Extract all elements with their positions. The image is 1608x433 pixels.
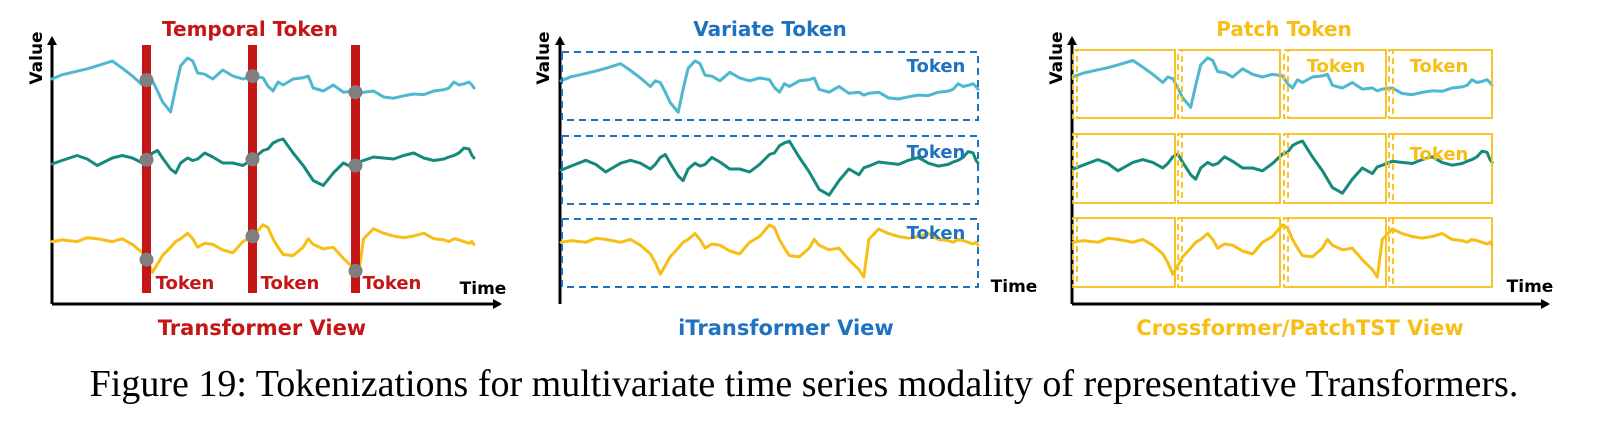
patch-token-box <box>1072 49 1176 119</box>
patch-token-box <box>1287 217 1387 288</box>
token-label: Token <box>907 223 966 244</box>
patch-token-box <box>1392 217 1493 288</box>
green-series-line <box>50 137 476 187</box>
patch-token-box <box>1076 217 1176 288</box>
figure-caption: Figure 19: Tokenizations for multivariat… <box>89 363 1519 405</box>
token-label: Token <box>1410 56 1469 77</box>
patch-token-box <box>1076 49 1176 119</box>
patch-token-box <box>1388 133 1493 204</box>
yellow-series-line <box>1071 223 1494 279</box>
token-label: Token <box>156 273 215 294</box>
transformer-view-panel: Temporal Token Value Time Token Token To… <box>27 17 506 340</box>
patch-token-box <box>1287 133 1387 204</box>
patch-token-box <box>1287 49 1387 119</box>
green-series-line <box>559 139 980 197</box>
token-label: Token <box>261 273 320 294</box>
patch-token-box <box>1072 133 1176 204</box>
patch-token-box <box>1181 217 1281 288</box>
patch-token-box <box>1283 217 1387 288</box>
green-series-line <box>1071 139 1494 195</box>
variate-token-box <box>561 218 979 288</box>
patch-token-title: Patch Token <box>1216 17 1352 41</box>
temporal-token-bar <box>142 45 151 293</box>
patch-token-box <box>1181 49 1281 119</box>
patch-token-box <box>1076 133 1176 204</box>
blue-series-line <box>50 56 476 114</box>
series-lines <box>50 56 476 277</box>
token-label: Token <box>1410 144 1469 165</box>
blue-series-line <box>1071 56 1494 109</box>
patch-token-grid <box>1072 49 1493 288</box>
time-axis-label: Time <box>991 277 1038 297</box>
crossformer-view-panel: Patch Token Value Token Token Token Time… <box>1047 17 1553 340</box>
token-marker <box>348 158 363 173</box>
patch-token-box <box>1388 217 1493 288</box>
token-marker <box>245 69 260 84</box>
series-lines <box>559 59 980 279</box>
token-label: Token <box>363 273 422 294</box>
patch-token-box <box>1392 49 1493 119</box>
variate-token-box <box>561 135 979 205</box>
temporal-token-bar <box>248 45 257 293</box>
token-marker <box>139 252 154 267</box>
patch-token-box <box>1181 133 1281 204</box>
time-axis-label: Time <box>1507 277 1554 297</box>
patch-token-box <box>1388 49 1493 119</box>
transformer-view-title: Transformer View <box>158 316 366 340</box>
value-axis-label: Value <box>534 31 554 84</box>
token-marker <box>348 263 363 278</box>
patch-token-box <box>1283 133 1387 204</box>
patch-token-box <box>1177 49 1281 119</box>
patch-token-box <box>1177 217 1281 288</box>
yellow-series-line <box>50 223 476 277</box>
token-marker <box>139 73 154 88</box>
value-axis-label: Value <box>27 31 47 84</box>
variate-token-box <box>561 51 979 121</box>
temporal-token-title: Temporal Token <box>162 17 338 41</box>
patch-token-box <box>1177 133 1281 204</box>
token-marker <box>348 85 363 100</box>
value-axis-label: Value <box>1047 31 1067 84</box>
series-lines <box>1071 56 1494 279</box>
patch-token-box <box>1072 217 1176 288</box>
token-marker <box>245 229 260 244</box>
token-markers <box>139 69 363 278</box>
itransformer-view-title: iTransformer View <box>678 316 894 340</box>
variate-token-title: Variate Token <box>693 17 846 41</box>
yellow-series-line <box>559 223 980 279</box>
itransformer-view-panel: Variate Token Value Token Token Token Ti… <box>534 17 1037 340</box>
blue-series-line <box>559 59 980 114</box>
token-label: Token <box>1307 56 1366 77</box>
token-label: Token <box>907 142 966 163</box>
token-label: Token <box>907 56 966 77</box>
token-marker <box>139 152 154 167</box>
time-axis-label: Time <box>460 279 507 299</box>
token-marker <box>245 152 260 167</box>
patch-token-box <box>1392 133 1493 204</box>
crossformer-view-title: Crossformer/PatchTST View <box>1136 316 1464 340</box>
